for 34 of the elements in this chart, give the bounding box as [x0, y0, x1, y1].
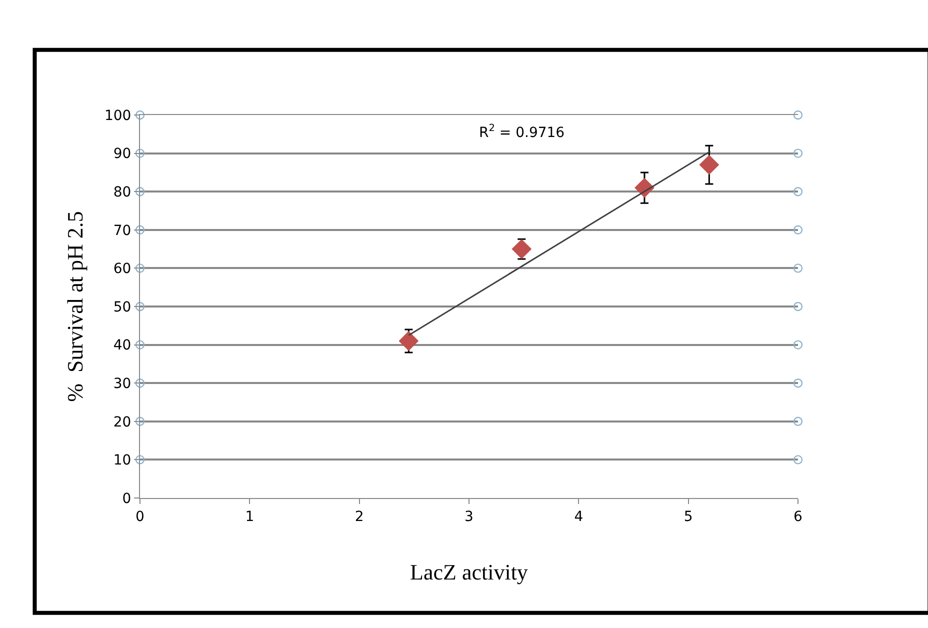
y-tick-label: 70 — [113, 222, 132, 239]
y-tick-label: 80 — [113, 184, 132, 200]
point — [398, 331, 418, 351]
x-tick-label: 4 — [574, 508, 584, 525]
x-tick-label: 5 — [684, 508, 693, 525]
y-tick-label: 60 — [113, 261, 132, 278]
point — [793, 148, 803, 158]
y-tick-label: 30 — [113, 376, 132, 392]
point — [793, 340, 803, 350]
y-tick-label: 100 — [104, 108, 132, 124]
y-axis-title: % Survival at pH 2.5 — [62, 211, 88, 402]
point — [793, 225, 803, 234]
point — [793, 110, 803, 120]
x-tick-label: 3 — [464, 508, 474, 525]
y-tick-label: 10 — [113, 452, 132, 469]
x-tick-label: 0 — [136, 508, 144, 525]
point — [793, 302, 803, 312]
point — [793, 455, 803, 464]
x-tick-label: 2 — [354, 508, 364, 525]
point — [793, 187, 803, 196]
y-tick-label: 90 — [113, 146, 132, 162]
x-tick-label: 6 — [794, 508, 803, 525]
y-tick-label: 50 — [113, 299, 132, 316]
point — [699, 155, 719, 174]
annotation: R$^{2}$ = 0.9716 — [479, 123, 565, 141]
x-axis-title: LacZ activity — [410, 560, 528, 585]
point — [793, 378, 803, 388]
y-tick-label: 0 — [122, 490, 132, 507]
point — [793, 264, 803, 273]
y-tick-label: 40 — [113, 338, 132, 354]
y-tick-label: 20 — [113, 414, 132, 430]
point — [793, 416, 803, 426]
point — [512, 239, 532, 259]
x-tick-label: 1 — [245, 508, 254, 525]
